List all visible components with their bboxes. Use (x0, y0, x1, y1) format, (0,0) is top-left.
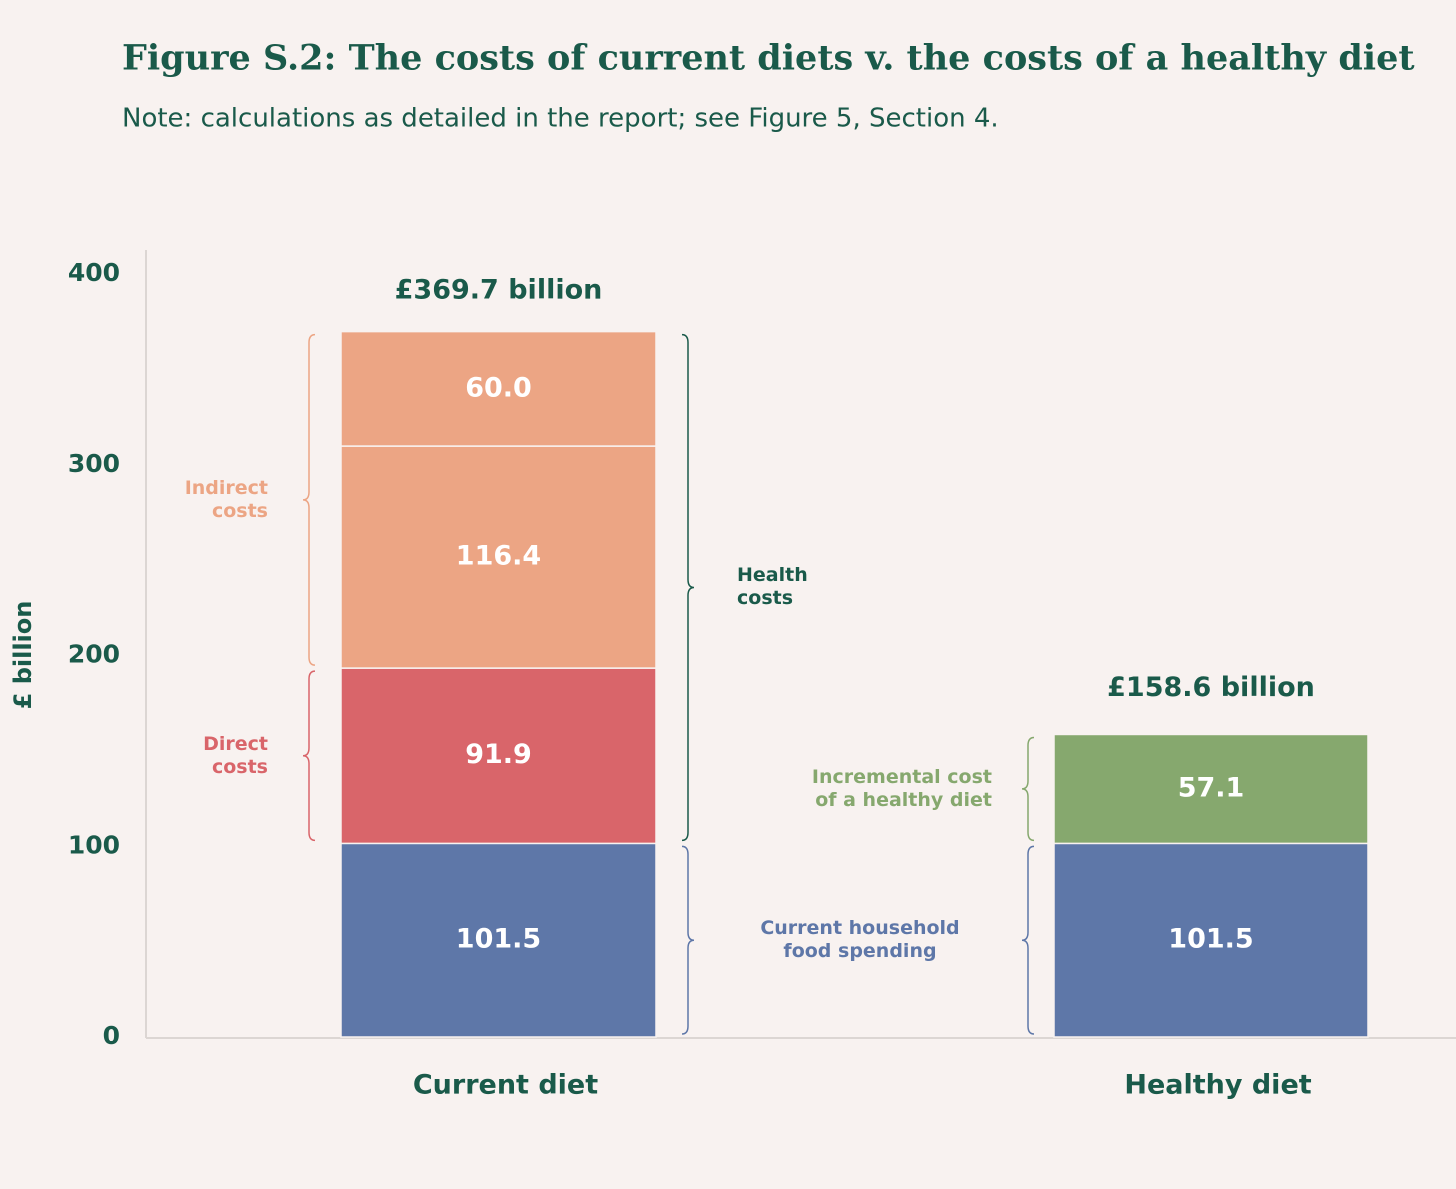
chart-title: Figure S.2: The costs of current diets v… (122, 38, 1415, 79)
y-axis-label: £ billion (9, 601, 37, 710)
bracket (302, 333, 316, 666)
bar-segment (340, 445, 657, 669)
y-tick-label: 0 (103, 1021, 120, 1050)
bracket (1021, 845, 1035, 1035)
bracket (681, 845, 695, 1035)
value-label: 60.0 (465, 372, 532, 403)
bracket (1021, 736, 1035, 842)
bar-segment (1053, 733, 1369, 845)
y-tick-label: 200 (68, 640, 120, 669)
bracket-label: Direct costs (203, 732, 268, 778)
bracket (681, 333, 695, 842)
total-label: £158.6 billion (1107, 672, 1315, 703)
value-label: 57.1 (1178, 772, 1245, 803)
bar-segment (340, 330, 657, 447)
bracket (302, 670, 316, 842)
bracket-label: Health costs (737, 564, 808, 610)
value-label: 91.9 (465, 739, 532, 770)
value-label: 101.5 (1168, 924, 1253, 955)
x-tick-label: Healthy diet (1124, 1070, 1311, 1101)
bracket-label: Current household food spending (760, 917, 960, 963)
bracket-label: Incremental cost of a healthy diet (811, 765, 992, 811)
bracket-label: Indirect costs (184, 476, 268, 522)
y-tick-label: 400 (68, 258, 120, 287)
bar-segment (1053, 842, 1369, 1038)
value-label: 116.4 (456, 541, 541, 572)
total-label: £369.7 billion (395, 274, 603, 305)
y-tick-label: 300 (68, 449, 120, 478)
y-tick-label: 100 (68, 830, 120, 859)
value-label: 101.5 (456, 924, 541, 955)
x-tick-label: Current diet (413, 1070, 598, 1101)
bar-segment (340, 842, 657, 1038)
chart-subtitle: Note: calculations as detailed in the re… (122, 104, 999, 134)
